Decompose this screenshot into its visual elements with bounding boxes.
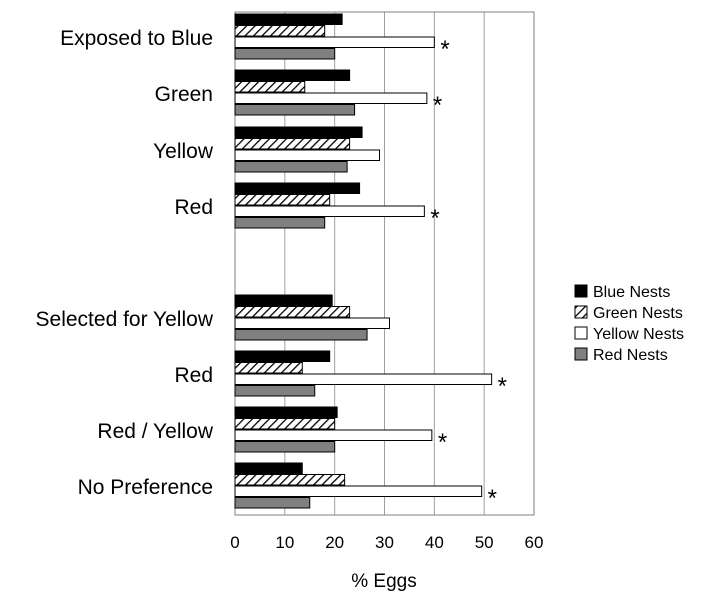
plot-frame: [234, 11, 535, 516]
legend-label: Blue Nests: [593, 284, 670, 301]
bar-red-nests: [234, 441, 336, 453]
legend-swatch: [574, 284, 588, 298]
legend-swatch: [574, 347, 588, 361]
x-tick-label: 0: [230, 533, 239, 552]
x-axis-title: % Eggs: [351, 571, 416, 592]
category-label: Yellow: [153, 140, 214, 163]
significance-markers: * * * * * *: [430, 36, 507, 512]
category-label: No Preference: [78, 476, 213, 499]
x-tick-label: 40: [425, 533, 444, 552]
category-label: Green: [155, 83, 213, 106]
x-tick-label: 30: [375, 533, 394, 552]
bar-yellow-nests: [234, 205, 425, 217]
bar-blue-nests: [234, 13, 343, 25]
bar-green-nests: [234, 138, 351, 150]
bar-blue-nests: [234, 182, 361, 194]
legend-label: Yellow Nests: [593, 326, 684, 343]
legend-label: Red Nests: [593, 347, 668, 364]
bar-green-nests: [234, 362, 303, 374]
x-tick-label: 60: [525, 533, 544, 552]
bar-red-nests: [234, 385, 316, 397]
x-tick-labels: 0 10 20 30 40 50 60: [230, 533, 543, 552]
significance-star: *: [430, 205, 439, 232]
bar-blue-nests: [234, 69, 351, 81]
bar-green-nests: [234, 474, 346, 486]
bar-yellow-nests: [234, 373, 493, 385]
category-label: Red: [174, 196, 213, 219]
bar-yellow-nests: [234, 485, 483, 497]
bar-red-nests: [234, 497, 311, 509]
bar-yellow-nests: [234, 317, 390, 329]
bar-blue-nests: [234, 350, 331, 362]
bars: [234, 13, 493, 509]
bar-red-nests: [234, 217, 326, 229]
significance-star: *: [438, 429, 447, 456]
bar-blue-nests: [234, 462, 303, 474]
bar-blue-nests: [234, 406, 338, 418]
legend: Blue Nests Green Nests Yellow Nests Red Nes…: [574, 284, 684, 364]
bar-yellow-nests: [234, 429, 433, 441]
category-label: Red: [174, 364, 213, 387]
bar-blue-nests: [234, 294, 333, 306]
bar-red-nests: [234, 48, 336, 60]
bar-yellow-nests: [234, 92, 428, 104]
legend-swatch: [574, 305, 588, 319]
bar-yellow-nests: [234, 149, 381, 161]
x-tick-label: 20: [325, 533, 344, 552]
bar-yellow-nests: [234, 36, 435, 48]
significance-star: *: [488, 485, 497, 512]
bar-blue-nests: [234, 126, 363, 138]
bar-red-nests: [234, 104, 356, 116]
significance-star: *: [498, 373, 507, 400]
legend-label: Green Nests: [593, 305, 683, 322]
category-labels: Exposed to Blue Green Yellow Red Selected fo…: [36, 27, 214, 499]
significance-star: *: [440, 36, 449, 63]
bar-red-nests: [234, 161, 348, 173]
bar-red-nests: [234, 329, 368, 341]
bar-green-nests: [234, 81, 306, 93]
x-tick-label: 50: [475, 533, 494, 552]
bar-green-nests: [234, 194, 331, 206]
significance-star: *: [433, 92, 442, 119]
x-tick-label: 10: [275, 533, 294, 552]
bar-green-nests: [234, 306, 351, 318]
legend-swatch: [574, 326, 588, 340]
category-label: Red / Yellow: [97, 420, 213, 443]
bar-green-nests: [234, 25, 326, 37]
category-label: Exposed to Blue: [60, 27, 213, 50]
category-label: Selected for Yellow: [36, 308, 214, 331]
bar-green-nests: [234, 418, 336, 430]
